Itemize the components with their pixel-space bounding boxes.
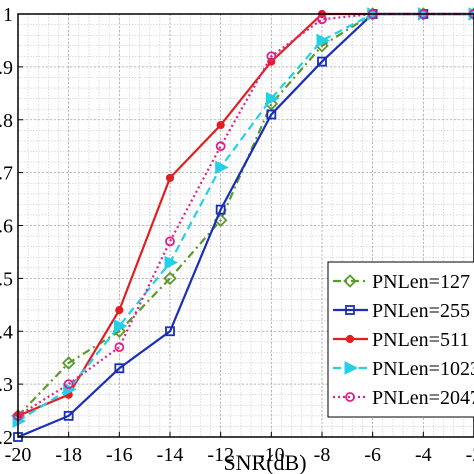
data-point (165, 236, 175, 247)
legend-entry: PNLen=2047 (333, 387, 474, 409)
legend-marker (345, 392, 355, 402)
x-tick-label: -20 (5, 444, 32, 466)
data-point (114, 342, 125, 353)
data-point (215, 141, 226, 152)
x-tick-label: -10 (258, 444, 285, 466)
x-axis-label: SNR(dB) (223, 450, 306, 474)
y-tick-label: 1 (3, 4, 13, 26)
data-point (114, 363, 125, 374)
x-tick-label: -18 (55, 444, 82, 466)
x-tick-label: -8 (314, 444, 331, 466)
legend-label: PNLen=2047 (372, 387, 474, 409)
legend-label: PNLen=511 (372, 329, 469, 351)
legend-entry: PNLen=255 (333, 300, 470, 322)
x-tick-label: -16 (106, 444, 133, 466)
legend-marker (345, 305, 355, 315)
legend-entry: PNLen=511 (333, 329, 469, 351)
data-point (317, 14, 327, 25)
x-tick-label: -14 (157, 444, 184, 466)
data-point (266, 51, 277, 62)
data-point (163, 271, 177, 286)
data-point (215, 204, 226, 215)
y-tick-label: .6 (0, 216, 13, 238)
legend-marker (345, 334, 355, 344)
y-tick-label: .9 (0, 57, 13, 79)
series-line (17, 12, 474, 417)
x-tick-label: -4 (415, 444, 432, 466)
y-tick-label: .4 (0, 321, 13, 343)
legend: PNLen=127 PNLen=255 PNLen=511 PNLen=1023 PNL… (327, 261, 474, 418)
y-tick-label: .2 (0, 427, 13, 449)
data-point (12, 414, 27, 428)
data-point (316, 33, 331, 48)
legend-label: PNLen=127 (372, 271, 470, 293)
data-point (317, 56, 327, 67)
legend-label: PNLen=1023 (372, 358, 474, 380)
data-point (63, 410, 74, 421)
x-tick-label: -12 (207, 444, 234, 466)
y-tick-label: .7 (0, 163, 13, 185)
data-point (215, 160, 229, 175)
data-point (164, 255, 179, 270)
data-point (165, 326, 175, 337)
data-point (266, 109, 277, 120)
data-point (113, 319, 128, 333)
data-point (265, 91, 280, 106)
legend-entry: PNLen=127 (333, 271, 470, 293)
legend-marker (344, 361, 359, 375)
x-tick-label: -6 (364, 444, 381, 466)
y-tick-label: .8 (0, 110, 13, 132)
x-tick-label: -2 (466, 444, 474, 466)
data-point (63, 379, 74, 390)
legend-marker (343, 274, 357, 288)
data-point (165, 173, 175, 183)
data-point (115, 306, 124, 315)
data-point (216, 120, 225, 130)
y-tick-label: .3 (0, 374, 13, 396)
legend-entry: PNLen=1023 (333, 358, 474, 380)
legend-label: PNLen=255 (372, 300, 470, 322)
y-tick-label: .5 (0, 268, 13, 290)
data-point (61, 356, 76, 370)
tick-layer: -20 -18 -16 -14 -12 -10 -8 -6 -4 -2 .2 .3 .4 .5 .6 .7 .8… (0, 4, 474, 466)
